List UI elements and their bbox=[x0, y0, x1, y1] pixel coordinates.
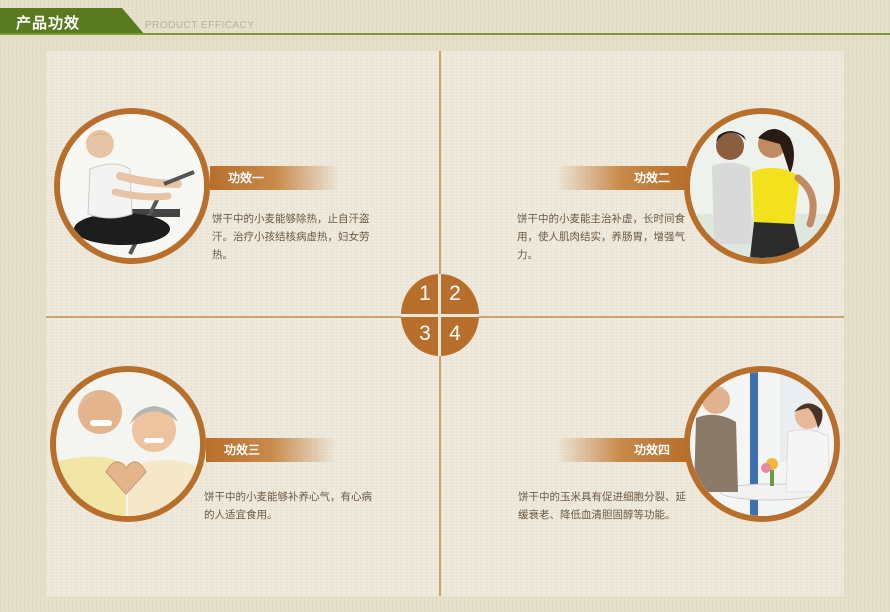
effect-3-description: 饼干中的小麦能够补养心气，有心病的人适宜食用。 bbox=[204, 491, 372, 521]
section-title: 产品功效 bbox=[16, 14, 81, 32]
number-2: 2 bbox=[449, 282, 461, 305]
photo-woman-exercising bbox=[54, 108, 210, 264]
photo-couple-jogging bbox=[684, 108, 840, 264]
header-divider bbox=[0, 33, 890, 35]
number-3: 3 bbox=[419, 322, 431, 345]
effect-2-label: 功效二 bbox=[556, 166, 686, 190]
photo-elderly-couple-heart bbox=[50, 366, 206, 522]
number-4: 4 bbox=[449, 322, 461, 345]
effect-4-label: 功效四 bbox=[556, 438, 686, 462]
effect-3-label: 功效三 bbox=[206, 438, 336, 462]
number-1: 1 bbox=[419, 282, 431, 305]
quadrant-number-badge: 1 2 3 4 bbox=[401, 274, 479, 356]
effect-1-description: 饼干中的小麦能够除热，止自汗盗汗。治疗小孩结核病虚热，妇女劳热。 bbox=[212, 213, 370, 261]
effect-1-label: 功效一 bbox=[210, 166, 340, 190]
photo-elderly-couple-tea bbox=[684, 366, 840, 522]
header-tab bbox=[0, 8, 145, 35]
effect-4-description: 饼干中的玉米具有促进细胞分裂、延缓衰老、降低血清胆固醇等功能。 bbox=[518, 491, 686, 521]
section-subtitle: PRODUCT EFFICACY bbox=[145, 20, 255, 31]
effect-2-description: 饼干中的小麦能主治补虚，长时间食用，使人肌肉结实，养肠胃，增强气力。 bbox=[517, 213, 685, 261]
